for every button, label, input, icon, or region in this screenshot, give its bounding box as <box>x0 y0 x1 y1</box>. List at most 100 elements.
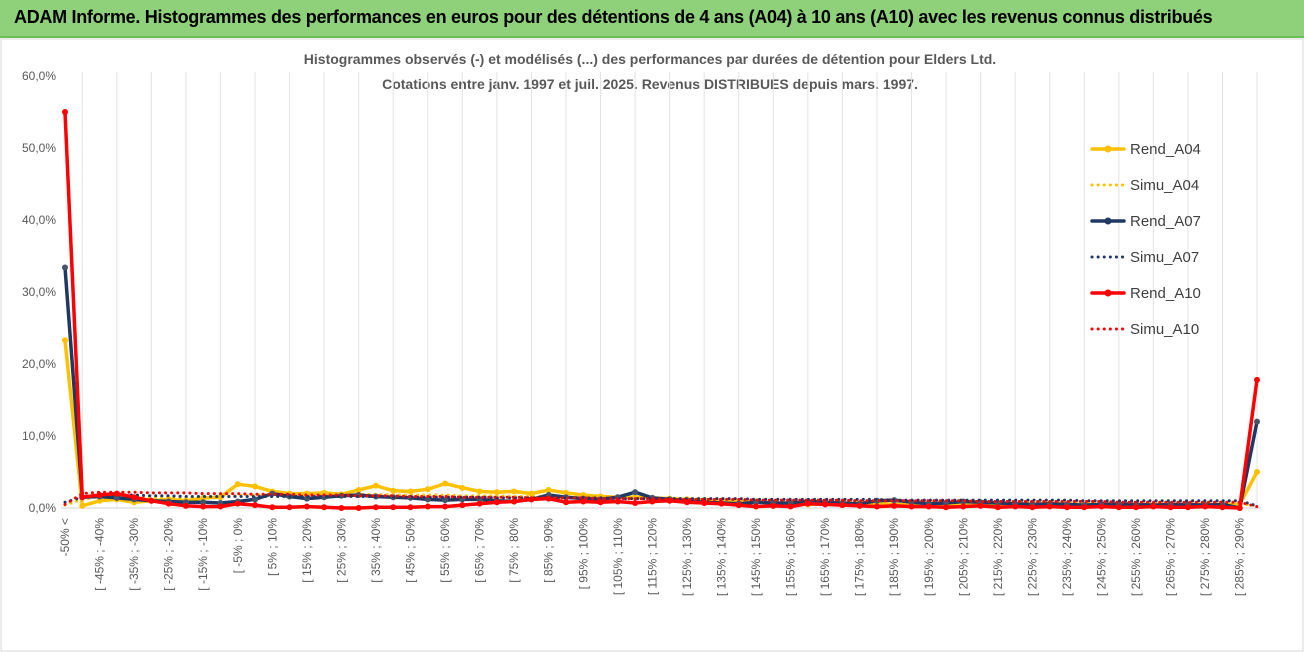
x-tick-label: [ 215% ; 220% <box>991 518 1005 596</box>
legend-marker <box>1104 289 1112 297</box>
point <box>476 500 483 507</box>
y-tick-label: 50,0% <box>22 141 56 155</box>
point <box>234 481 241 488</box>
point <box>424 503 431 510</box>
legend-marker <box>1104 145 1112 153</box>
point <box>269 490 276 497</box>
header-title: ADAM Informe. Histogrammes des performan… <box>14 7 1213 27</box>
point <box>597 499 604 506</box>
x-tick-label: [ 55% ; 60% <box>438 518 452 583</box>
point <box>62 337 68 344</box>
legend-label: Rend_A10 <box>1130 285 1201 302</box>
point <box>925 503 932 510</box>
point <box>511 498 518 505</box>
point <box>424 486 431 493</box>
legend-label: Simu_A10 <box>1130 321 1199 338</box>
point <box>1254 469 1260 475</box>
point <box>770 502 777 509</box>
point <box>632 499 639 506</box>
x-tick-label: [ -15% ; -10% <box>196 518 210 591</box>
point <box>822 501 829 508</box>
point <box>1236 505 1243 511</box>
point <box>683 499 690 506</box>
point <box>372 482 379 489</box>
y-tick-label: 20,0% <box>22 357 56 371</box>
point <box>1029 504 1036 511</box>
x-tick-label: [ 245% ; 250% <box>1095 518 1109 596</box>
point <box>977 502 984 509</box>
point <box>545 487 552 493</box>
point <box>1254 376 1260 383</box>
point <box>1184 504 1191 511</box>
point <box>459 502 466 509</box>
point <box>459 484 466 491</box>
point <box>269 504 276 511</box>
point <box>442 480 449 487</box>
point <box>562 499 569 506</box>
point <box>701 499 708 506</box>
x-tick-label: [ 35% ; 40% <box>369 518 383 583</box>
point <box>338 505 345 511</box>
point <box>960 503 967 510</box>
point <box>252 483 259 490</box>
x-tick-label: [ 275% ; 280% <box>1198 518 1212 596</box>
point <box>234 500 241 507</box>
point <box>442 503 449 510</box>
x-tick-label: [ 135% ; 140% <box>714 518 728 596</box>
x-tick-label: [ 145% ; 150% <box>749 518 763 596</box>
x-tick-label: [ 45% ; 50% <box>404 518 418 583</box>
point <box>1012 503 1019 510</box>
point <box>891 502 898 509</box>
x-tick-label: [ 105% ; 110% <box>611 518 625 595</box>
point <box>580 498 587 505</box>
point <box>165 500 172 507</box>
y-tick-label: 60,0% <box>22 69 56 83</box>
point <box>113 494 120 501</box>
x-tick-label: [ 95% ; 100% <box>576 518 590 590</box>
point <box>79 502 86 509</box>
point <box>390 487 397 494</box>
point <box>217 503 224 510</box>
point <box>753 503 760 510</box>
x-tick-label: [ 195% ; 200% <box>922 518 936 596</box>
point <box>1202 503 1209 510</box>
header: ADAM Informe. Histogrammes des performan… <box>0 0 1304 38</box>
point <box>182 502 189 509</box>
point <box>1063 504 1070 511</box>
point <box>148 497 155 504</box>
point <box>390 504 397 511</box>
point <box>321 504 328 511</box>
point <box>787 503 794 510</box>
point <box>62 109 68 115</box>
chart: Histogrammes observés (-) et modélisés (… <box>0 38 1304 652</box>
chart-title: Histogrammes observés (-) et modélisés (… <box>304 51 996 67</box>
point <box>200 499 207 506</box>
point <box>1133 504 1140 511</box>
y-tick-label: 30,0% <box>22 285 56 299</box>
point <box>562 489 569 496</box>
point <box>994 504 1001 511</box>
x-tick-label: [ 265% ; 270% <box>1164 518 1178 596</box>
point <box>303 503 310 510</box>
y-tick-label: 10,0% <box>22 429 56 443</box>
point <box>476 488 483 495</box>
point <box>511 488 518 495</box>
x-tick-label: [ -25% ; -20% <box>162 518 176 591</box>
point <box>493 499 500 506</box>
point <box>908 503 915 510</box>
point <box>1081 504 1088 511</box>
x-tick-label: [ 205% ; 210% <box>956 518 970 596</box>
point <box>943 504 950 511</box>
x-tick-label: [ 25% ; 30% <box>334 518 348 583</box>
point <box>873 503 880 510</box>
model-line <box>63 490 1259 509</box>
x-tick-label: [ 125% ; 130% <box>680 518 694 596</box>
point <box>1254 418 1260 425</box>
point <box>131 494 138 501</box>
point <box>355 505 362 511</box>
point <box>839 502 846 509</box>
point <box>493 489 500 496</box>
legend-label: Simu_A04 <box>1130 177 1199 194</box>
point <box>718 500 725 507</box>
